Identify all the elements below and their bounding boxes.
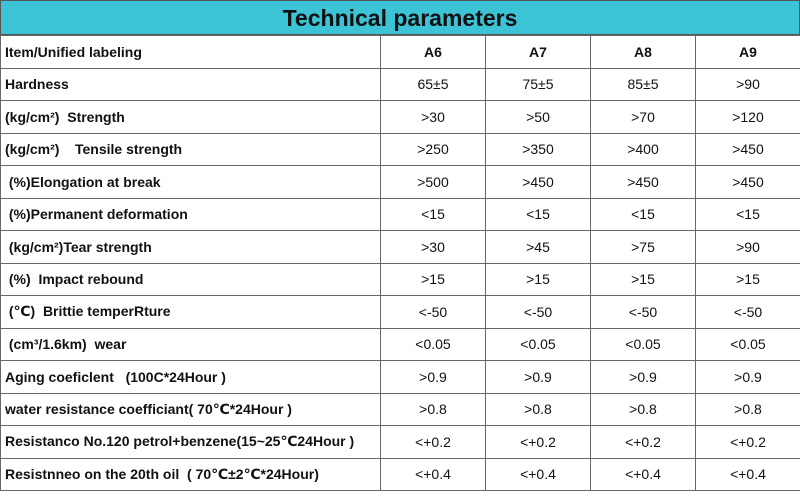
row-label: (kg/cm²) Tensile strength — [0, 132, 381, 166]
table-row: (kg/cm²) Strength >30 >50 >70 >120 — [0, 100, 800, 134]
cell: >70 — [590, 100, 696, 134]
table-row: (%)Elongation at break >500 >450 >450 >450 — [0, 165, 800, 199]
table-row: (cm³/1.6km) wear <0.05 <0.05 <0.05 <0.05 — [0, 327, 800, 361]
row-label: (kg/cm²)Tear strength — [0, 230, 381, 264]
table-row: (%)Permanent deformation <15 <15 <15 <15 — [0, 197, 800, 231]
cell: >50 — [485, 100, 591, 134]
row-label: (℃) Brittie temperRture — [0, 295, 381, 329]
cell: <0.05 — [695, 327, 800, 361]
cell: >15 — [380, 262, 486, 296]
cell: >0.8 — [695, 392, 800, 426]
header-row: Item/Unified labeling A6 A7 A8 A9 — [0, 35, 800, 69]
cell: A7 — [485, 35, 591, 69]
cell: <-50 — [485, 295, 591, 329]
row-label: Resistnneo on the 20th oil ( 70℃±2℃*24Ho… — [0, 457, 381, 491]
row-label: Item/Unified labeling — [0, 35, 381, 69]
cell: >0.8 — [590, 392, 696, 426]
cell: <+0.2 — [485, 425, 591, 459]
cell: A8 — [590, 35, 696, 69]
cell: >350 — [485, 132, 591, 166]
row-label: Hardness — [0, 67, 381, 101]
row-label: (%)Elongation at break — [0, 165, 381, 199]
cell: <+0.2 — [695, 425, 800, 459]
cell: >75 — [590, 230, 696, 264]
cell: >0.9 — [380, 360, 486, 394]
cell: <+0.2 — [380, 425, 486, 459]
cell: <+0.2 — [590, 425, 696, 459]
cell: 85±5 — [590, 67, 696, 101]
table-row: Hardness 65±5 75±5 85±5 >90 — [0, 67, 800, 101]
cell: >450 — [695, 165, 800, 199]
cell: >450 — [695, 132, 800, 166]
row-label: (kg/cm²) Strength — [0, 100, 381, 134]
cell: <15 — [590, 197, 696, 231]
cell: >15 — [590, 262, 696, 296]
cell: >90 — [695, 230, 800, 264]
row-label: (%)Permanent deformation — [0, 197, 381, 231]
cell: <15 — [695, 197, 800, 231]
table-row: Aging coeficlent (100C*24Hour ) >0.9 >0.9 >… — [0, 360, 800, 394]
cell: 65±5 — [380, 67, 486, 101]
cell: >120 — [695, 100, 800, 134]
cell: >30 — [380, 230, 486, 264]
row-label: (cm³/1.6km) wear — [0, 327, 381, 361]
cell: <0.05 — [380, 327, 486, 361]
cell: <+0.4 — [695, 457, 800, 491]
table-row: Resistanco No.120 petrol+benzene(15~25℃2… — [0, 425, 800, 459]
cell: <+0.4 — [485, 457, 591, 491]
cell: >30 — [380, 100, 486, 134]
cell: >15 — [695, 262, 800, 296]
table-row: (kg/cm²) Tensile strength >250 >350 >400 >45… — [0, 132, 800, 166]
cell: A9 — [695, 35, 800, 69]
cell: >0.9 — [590, 360, 696, 394]
table-row: (%) Impact rebound >15 >15 >15 >15 — [0, 262, 800, 296]
cell: >500 — [380, 165, 486, 199]
cell: <0.05 — [590, 327, 696, 361]
cell: >15 — [485, 262, 591, 296]
table-row: (kg/cm²)Tear strength >30 >45 >75 >90 — [0, 230, 800, 264]
cell: >45 — [485, 230, 591, 264]
row-label: water resistance coefficiant( 70℃*24Hour… — [0, 392, 381, 426]
parameter-table: Item/Unified labeling A6 A7 A8 A9 Hardness 65±… — [0, 35, 800, 491]
table-row: water resistance coefficiant( 70℃*24Hour… — [0, 392, 800, 426]
row-label: (%) Impact rebound — [0, 262, 381, 296]
cell: <+0.4 — [590, 457, 696, 491]
cell: <-50 — [380, 295, 486, 329]
row-label: Aging coeficlent (100C*24Hour ) — [0, 360, 381, 394]
title: Technical parameters — [0, 0, 800, 35]
cell: <0.05 — [485, 327, 591, 361]
cell: >250 — [380, 132, 486, 166]
cell: >90 — [695, 67, 800, 101]
cell: A6 — [380, 35, 486, 69]
cell: 75±5 — [485, 67, 591, 101]
cell: <-50 — [590, 295, 696, 329]
cell: <-50 — [695, 295, 800, 329]
cell: <15 — [485, 197, 591, 231]
cell: >450 — [485, 165, 591, 199]
cell: <15 — [380, 197, 486, 231]
cell: >0.9 — [485, 360, 591, 394]
table-row: (℃) Brittie temperRture <-50 <-50 <-50 <-50 — [0, 295, 800, 329]
row-label: Resistanco No.120 petrol+benzene(15~25℃2… — [0, 425, 381, 459]
cell: >0.8 — [485, 392, 591, 426]
cell: >0.8 — [380, 392, 486, 426]
cell: <+0.4 — [380, 457, 486, 491]
cell: >450 — [590, 165, 696, 199]
table-row: Resistnneo on the 20th oil ( 70℃±2℃*24Ho… — [0, 457, 800, 491]
cell: >0.9 — [695, 360, 800, 394]
cell: >400 — [590, 132, 696, 166]
